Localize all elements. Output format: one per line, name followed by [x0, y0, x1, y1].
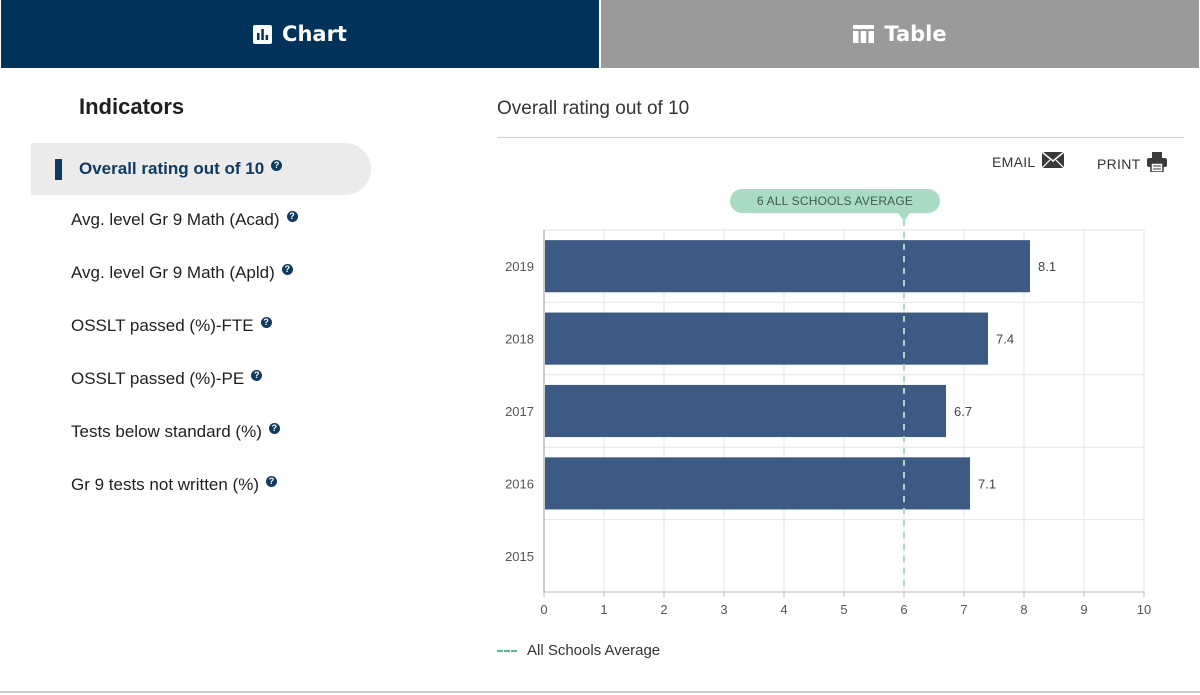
active-marker	[55, 158, 62, 180]
indicator-osslt-pe[interactable]: OSSLT passed (%)-PE ?	[71, 364, 263, 394]
x-tick-label: 7	[960, 602, 967, 617]
chart-legend: All Schools Average	[497, 642, 660, 659]
x-tick-label: 1	[600, 602, 607, 617]
y-category-label: 2016	[505, 476, 534, 491]
bar	[545, 240, 1030, 293]
indicator-overall-rating[interactable]: Overall rating out of 10 ?	[31, 143, 371, 195]
indicator-label: Avg. level Gr 9 Math (Acad)	[71, 210, 280, 229]
envelope-icon	[1041, 151, 1064, 171]
tab-chart-label: Chart	[282, 22, 347, 46]
indicator-label: Gr 9 tests not written (%)	[71, 475, 259, 494]
x-tick-label: 8	[1020, 602, 1027, 617]
bar	[545, 384, 946, 438]
bar	[545, 457, 970, 510]
y-category-label: 2015	[505, 549, 534, 564]
view-tabs: Chart Table	[0, 0, 1200, 68]
printer-icon	[1146, 152, 1167, 175]
help-icon[interactable]: ?	[271, 159, 283, 171]
indicator-math-apld[interactable]: Avg. level Gr 9 Math (Apld) ?	[71, 258, 293, 288]
x-tick-label: 10	[1137, 602, 1151, 617]
average-label: 6 ALL SCHOOLS AVERAGE	[757, 194, 913, 208]
average-label-bubble	[730, 189, 940, 213]
indicator-label: OSSLT passed (%)-PE	[71, 369, 245, 388]
email-label: EMAIL	[992, 153, 1036, 170]
bar-value-label: 6.7	[954, 404, 972, 419]
chart-title: Overall rating out of 10	[497, 98, 690, 119]
help-icon[interactable]: ?	[286, 210, 298, 222]
print-button[interactable]: PRINT	[1097, 152, 1167, 175]
tab-table-label: Table	[884, 22, 947, 46]
x-tick-label: 2	[660, 602, 667, 617]
bar	[545, 312, 988, 365]
y-category-label: 2018	[505, 332, 534, 347]
title-divider	[497, 137, 1184, 138]
help-icon[interactable]: ?	[251, 369, 263, 381]
indicator-label: Avg. level Gr 9 Math (Apld)	[71, 263, 275, 282]
legend-dashed-swatch	[497, 649, 517, 652]
indicator-math-acad[interactable]: Avg. level Gr 9 Math (Acad) ?	[71, 205, 298, 235]
bar-value-label: 7.4	[996, 332, 1014, 347]
y-category-label: 2017	[505, 404, 534, 419]
help-icon[interactable]: ?	[268, 422, 280, 434]
rating-bar-chart: 0 1 2 3 4 5 6 7 8 9 10 2019 8.1 2018 7.4 2017 6.7 2016 7.1…	[505, 189, 1151, 617]
help-icon[interactable]: ?	[260, 316, 272, 328]
indicators-heading: Indicators	[79, 94, 185, 119]
x-tick-label: 3	[720, 602, 727, 617]
table-icon	[853, 25, 875, 43]
bar-chart-icon	[253, 24, 273, 44]
tab-chart[interactable]: Chart	[1, 0, 599, 68]
indicator-label: Tests below standard (%)	[71, 422, 262, 441]
bottom-divider	[0, 691, 1200, 693]
indicator-osslt-fte[interactable]: OSSLT passed (%)-FTE ?	[71, 311, 272, 341]
indicator-tests-below[interactable]: Tests below standard (%) ?	[71, 417, 280, 447]
help-icon[interactable]: ?	[281, 263, 293, 275]
bar-value-label: 7.1	[978, 476, 996, 491]
x-tick-label: 5	[840, 602, 847, 617]
tab-table[interactable]: Table	[601, 0, 1199, 68]
email-button[interactable]: EMAIL	[992, 151, 1064, 171]
legend-label: All Schools Average	[527, 642, 661, 659]
print-label: PRINT	[1097, 155, 1141, 172]
x-tick-label: 4	[780, 602, 787, 617]
y-category-label: 2019	[505, 259, 534, 274]
average-label-pointer	[898, 213, 910, 221]
indicator-tests-not-written[interactable]: Gr 9 tests not written (%) ?	[71, 470, 277, 500]
x-tick-label: 9	[1080, 602, 1087, 617]
indicator-label: Overall rating out of 10	[79, 159, 265, 178]
x-tick-label: 0	[540, 602, 547, 617]
indicator-label: OSSLT passed (%)-FTE	[71, 316, 254, 335]
bar-value-label: 8.1	[1038, 259, 1056, 274]
x-tick-label: 6	[900, 602, 907, 617]
help-icon[interactable]: ?	[266, 475, 277, 487]
